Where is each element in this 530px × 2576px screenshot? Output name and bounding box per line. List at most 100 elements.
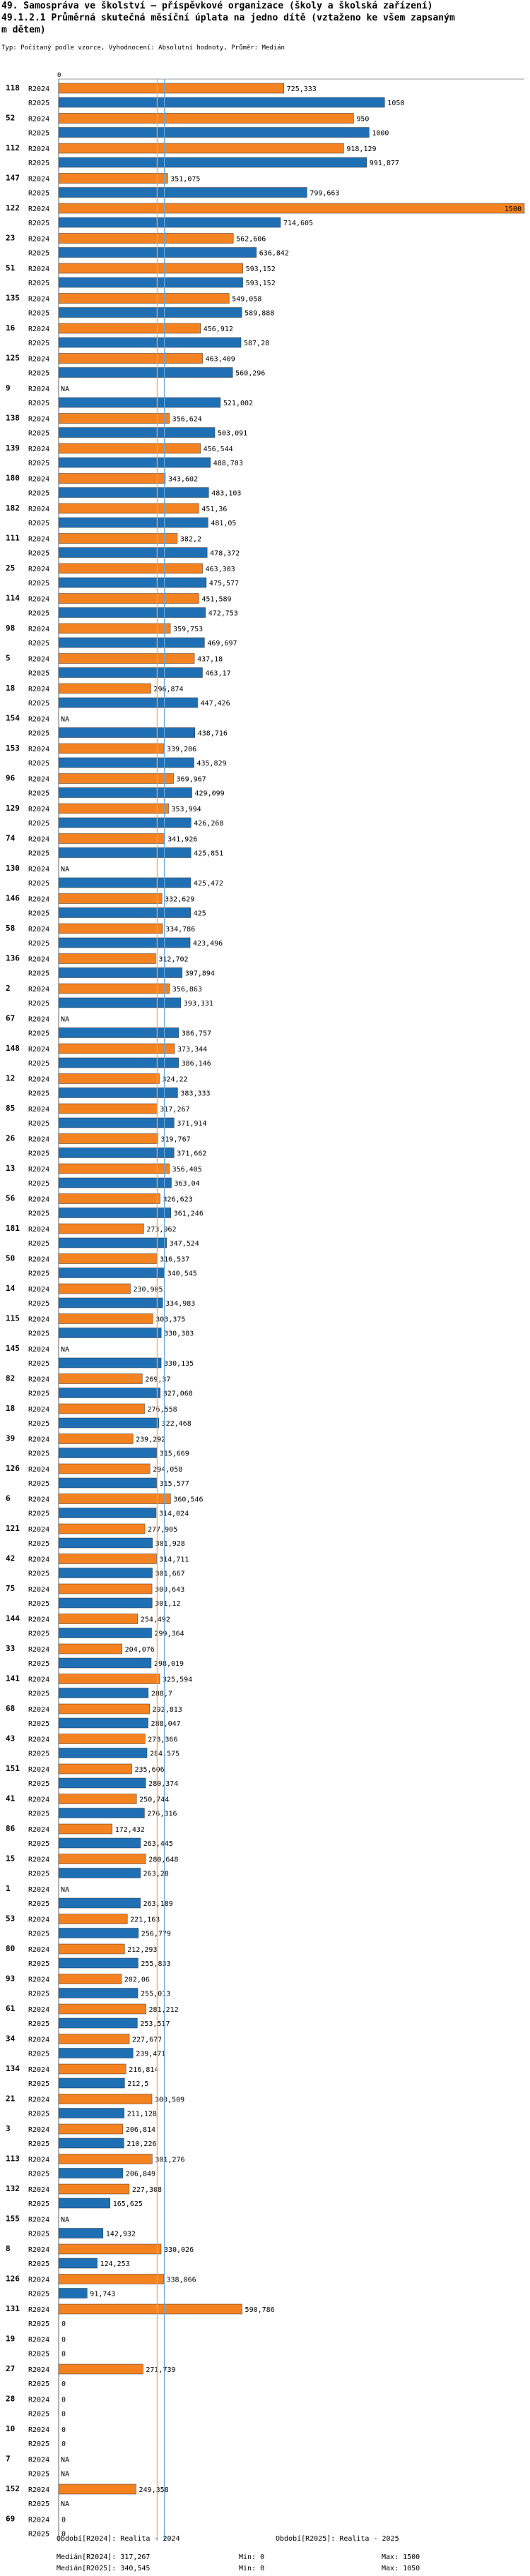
series-label: R2025 bbox=[28, 2291, 49, 2298]
bar-r2024 bbox=[58, 773, 174, 784]
series-label: R2025 bbox=[28, 400, 49, 407]
series-label: R2024 bbox=[28, 1526, 49, 1534]
series-label: R2025 bbox=[28, 1600, 49, 1608]
bar-value-label: 254,492 bbox=[141, 1616, 170, 1624]
bar-r2025 bbox=[58, 2017, 138, 2029]
bar-r2025 bbox=[58, 2108, 125, 2118]
category-label: 28 bbox=[6, 2395, 15, 2404]
category-label: 125 bbox=[6, 354, 20, 363]
bar-r2025 bbox=[58, 157, 367, 168]
bar-r2025 bbox=[58, 187, 307, 198]
category-label: 129 bbox=[6, 804, 20, 813]
category-label: 2 bbox=[6, 984, 11, 993]
series-label: R2024 bbox=[28, 446, 49, 453]
bar-r2024 bbox=[58, 1914, 128, 1924]
bar-value-label: 360,546 bbox=[173, 1496, 203, 1504]
bar-value-label: 271,739 bbox=[146, 2366, 175, 2374]
bar-r2025 bbox=[58, 2077, 125, 2089]
category-label: 10 bbox=[6, 2424, 15, 2433]
series-label: R2024 bbox=[28, 1076, 49, 1084]
bar-value-label: 361,246 bbox=[174, 1210, 204, 1218]
bar-r2024 bbox=[58, 893, 163, 904]
bar-value-label: 1000 bbox=[372, 130, 389, 138]
bar-r2024 bbox=[58, 923, 163, 934]
series-label: R2024 bbox=[28, 1256, 49, 1264]
bar-value-label: 438,716 bbox=[198, 730, 228, 738]
bar-value-label: 325,594 bbox=[163, 1676, 192, 1684]
category-label: 13 bbox=[6, 1164, 15, 1173]
series-label: R2024 bbox=[28, 626, 49, 633]
bar-value-label: 212,293 bbox=[127, 1946, 157, 1954]
bar-r2025 bbox=[58, 937, 191, 948]
bar-value-label: 281,212 bbox=[149, 2006, 179, 2014]
bar-r2025 bbox=[58, 1388, 160, 1398]
series-label: R2025 bbox=[28, 820, 49, 828]
bar-r2024 bbox=[58, 983, 170, 994]
bar-r2025 bbox=[58, 1087, 178, 1098]
bar-r2025 bbox=[58, 997, 182, 1008]
category-label: 180 bbox=[6, 474, 20, 483]
category-label: 131 bbox=[6, 2304, 20, 2313]
bar-r2025 bbox=[58, 1237, 167, 1248]
series-label: R2024 bbox=[28, 1646, 49, 1654]
bar-r2025 bbox=[58, 367, 233, 378]
bar-r2025 bbox=[58, 637, 205, 648]
bar-value-label: 301,928 bbox=[155, 1540, 185, 1548]
series-label: R2025 bbox=[28, 100, 49, 107]
bar-value-label: 301,276 bbox=[155, 2157, 184, 2164]
category-label: 111 bbox=[6, 534, 20, 543]
bar-r2025 bbox=[58, 1147, 175, 1158]
series-label: R2024 bbox=[28, 2426, 49, 2434]
category-label: 86 bbox=[6, 1824, 16, 1833]
bar-r2024 bbox=[58, 1283, 131, 1294]
category-label: 151 bbox=[6, 1764, 20, 1773]
series-label: R2024 bbox=[28, 896, 49, 904]
category-label: 134 bbox=[6, 2064, 20, 2073]
series-label: R2024 bbox=[28, 1046, 49, 1054]
bar-r2024 bbox=[58, 1734, 146, 1744]
bar-value-label: 435,829 bbox=[196, 760, 226, 768]
bar-value-label: 334,983 bbox=[165, 1300, 195, 1308]
bar-r2025 bbox=[58, 2198, 111, 2209]
bar-r2024 bbox=[58, 1794, 137, 1804]
series-label: R2025 bbox=[28, 1450, 49, 1458]
category-label: 61 bbox=[6, 2004, 16, 2013]
bar-r2024 bbox=[58, 173, 168, 184]
category-label: 68 bbox=[6, 1704, 15, 1713]
bar-value-label: 322,468 bbox=[162, 1420, 192, 1428]
bar-r2024 bbox=[58, 2063, 126, 2075]
series-label: R2025 bbox=[28, 460, 49, 467]
bar-value-label: 249,358 bbox=[139, 2486, 169, 2494]
series-label: R2024 bbox=[28, 506, 49, 513]
bar-r2024 bbox=[58, 2274, 164, 2284]
series-label: R2025 bbox=[28, 970, 49, 978]
category-label: 155 bbox=[6, 2214, 20, 2224]
series-label: R2024 bbox=[28, 1436, 49, 1444]
bar-value-label: 210,226 bbox=[126, 2140, 156, 2148]
series-label: R2025 bbox=[28, 2440, 49, 2448]
bar-value-label: 426,268 bbox=[194, 820, 223, 828]
median-r2025-label: Medián[R2025]: 340,545 bbox=[57, 2565, 151, 2572]
bar-r2024 bbox=[58, 1763, 132, 1775]
series-label: R2024 bbox=[28, 2366, 49, 2374]
bar-value-label: 263,189 bbox=[143, 1900, 173, 1908]
series-label: R2024 bbox=[28, 2306, 49, 2314]
bar-value-label: 263,445 bbox=[143, 1840, 173, 1848]
na-label: NA bbox=[61, 2217, 69, 2224]
series-label: R2025 bbox=[28, 580, 49, 588]
bar-value-label: 456,544 bbox=[204, 446, 233, 453]
series-label: R2024 bbox=[28, 386, 49, 393]
series-label: R2025 bbox=[28, 760, 49, 768]
bar-value-label: 211,128 bbox=[127, 2111, 157, 2118]
series-label: R2025 bbox=[28, 1420, 49, 1428]
series-label: R2025 bbox=[28, 1150, 49, 1158]
category-label: 56 bbox=[6, 1194, 16, 1203]
bar-value-label: 339,206 bbox=[167, 746, 196, 753]
category-label: 25 bbox=[6, 564, 15, 573]
series-label: R2025 bbox=[28, 1690, 49, 1698]
bar-value-label: 341,926 bbox=[167, 836, 197, 844]
min-r2024-label: Min: 0 bbox=[239, 2553, 265, 2561]
series-label: R2025 bbox=[28, 1660, 49, 1668]
bar-r2025 bbox=[58, 1808, 145, 1818]
bar-r2024 bbox=[58, 1463, 151, 1474]
